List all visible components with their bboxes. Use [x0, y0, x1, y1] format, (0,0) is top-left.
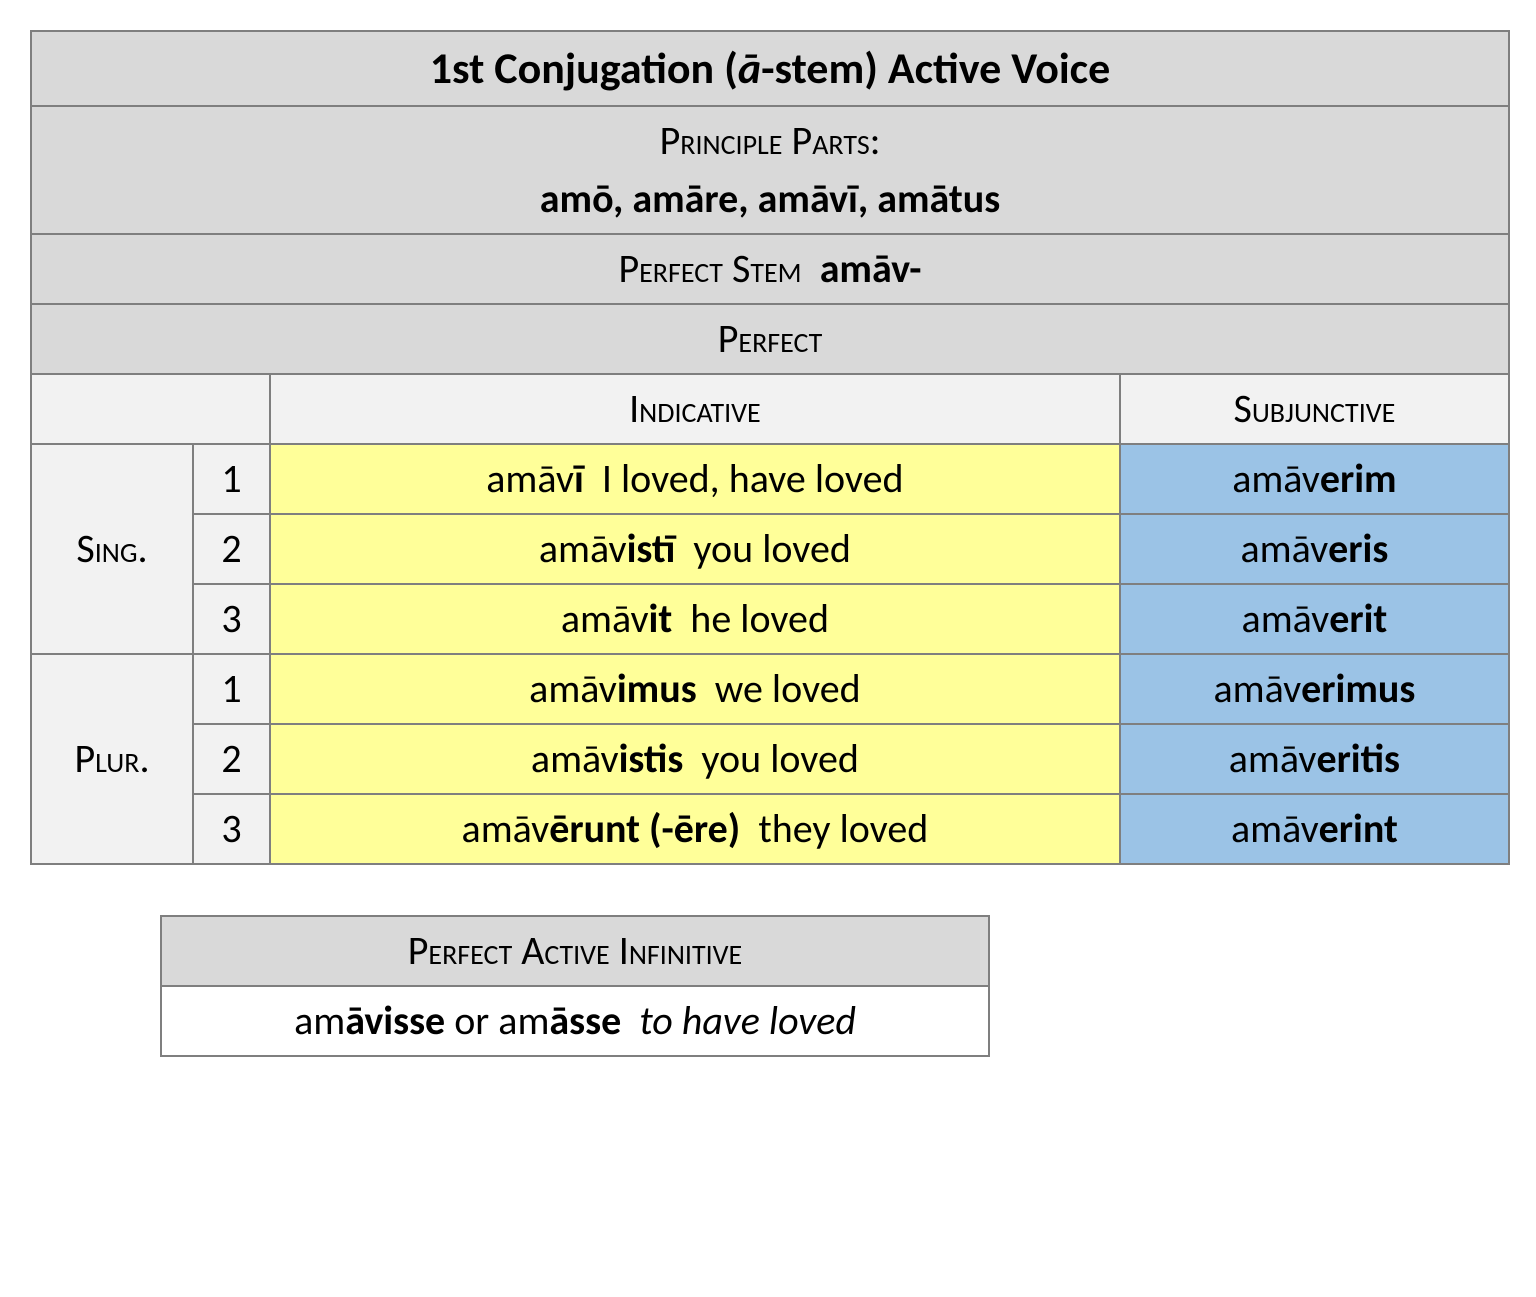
table-row: 2 amāvistī you loved amāveris: [31, 514, 1509, 584]
subjunctive-header: Subjunctive: [1120, 374, 1509, 444]
table-row: Plur. 1 amāvimus we loved amāverimus: [31, 654, 1509, 724]
subjunctive-cell: amāverim: [1120, 444, 1509, 514]
empty-corner: [31, 374, 270, 444]
person-cell: 3: [193, 794, 270, 864]
infinitive-label: Perfect Active Infinitive: [161, 916, 989, 986]
subjunctive-cell: amāveritis: [1120, 724, 1509, 794]
plural-label: Plur.: [31, 654, 193, 864]
indicative-cell: amāvērunt (-ēre) they loved: [270, 794, 1120, 864]
table-row: 3 amāvērunt (-ēre) they loved amāverint: [31, 794, 1509, 864]
person-cell: 2: [193, 514, 270, 584]
person-cell: 1: [193, 444, 270, 514]
indicative-cell: amāvistis you loved: [270, 724, 1120, 794]
conjugation-table-container: 1st Conjugation (ā-stem) Active Voice Pr…: [30, 30, 1510, 1057]
principle-parts-row: Principle Parts: amō, amāre, amāvī, amāt…: [31, 106, 1509, 234]
conjugation-table: 1st Conjugation (ā-stem) Active Voice Pr…: [30, 30, 1510, 865]
person-cell: 2: [193, 724, 270, 794]
infinitive-value: amāvisse or amāsse to have loved: [161, 986, 989, 1056]
subjunctive-cell: amāverimus: [1120, 654, 1509, 724]
person-cell: 3: [193, 584, 270, 654]
table-title: 1st Conjugation (ā-stem) Active Voice: [31, 31, 1509, 106]
subjunctive-cell: amāveris: [1120, 514, 1509, 584]
person-cell: 1: [193, 654, 270, 724]
table-row: 2 amāvistis you loved amāveritis: [31, 724, 1509, 794]
table-row: 3 amāvit he loved amāverit: [31, 584, 1509, 654]
subjunctive-cell: amāverint: [1120, 794, 1509, 864]
indicative-header: Indicative: [270, 374, 1120, 444]
infinitive-table: Perfect Active Infinitive amāvisse or am…: [160, 915, 990, 1057]
principle-parts-values: amō, amāre, amāvī, amātus: [42, 173, 1498, 225]
subjunctive-cell: amāverit: [1120, 584, 1509, 654]
tense-label-row: Perfect: [31, 304, 1509, 374]
perfect-stem-row: Perfect Stem amāv-: [31, 234, 1509, 304]
table-row: Sing. 1 amāvī I loved, have loved amāver…: [31, 444, 1509, 514]
singular-label: Sing.: [31, 444, 193, 654]
indicative-cell: amāvī I loved, have loved: [270, 444, 1120, 514]
indicative-cell: amāvimus we loved: [270, 654, 1120, 724]
indicative-cell: amāvistī you loved: [270, 514, 1120, 584]
indicative-cell: amāvit he loved: [270, 584, 1120, 654]
principle-parts-label: Principle Parts:: [660, 116, 881, 165]
